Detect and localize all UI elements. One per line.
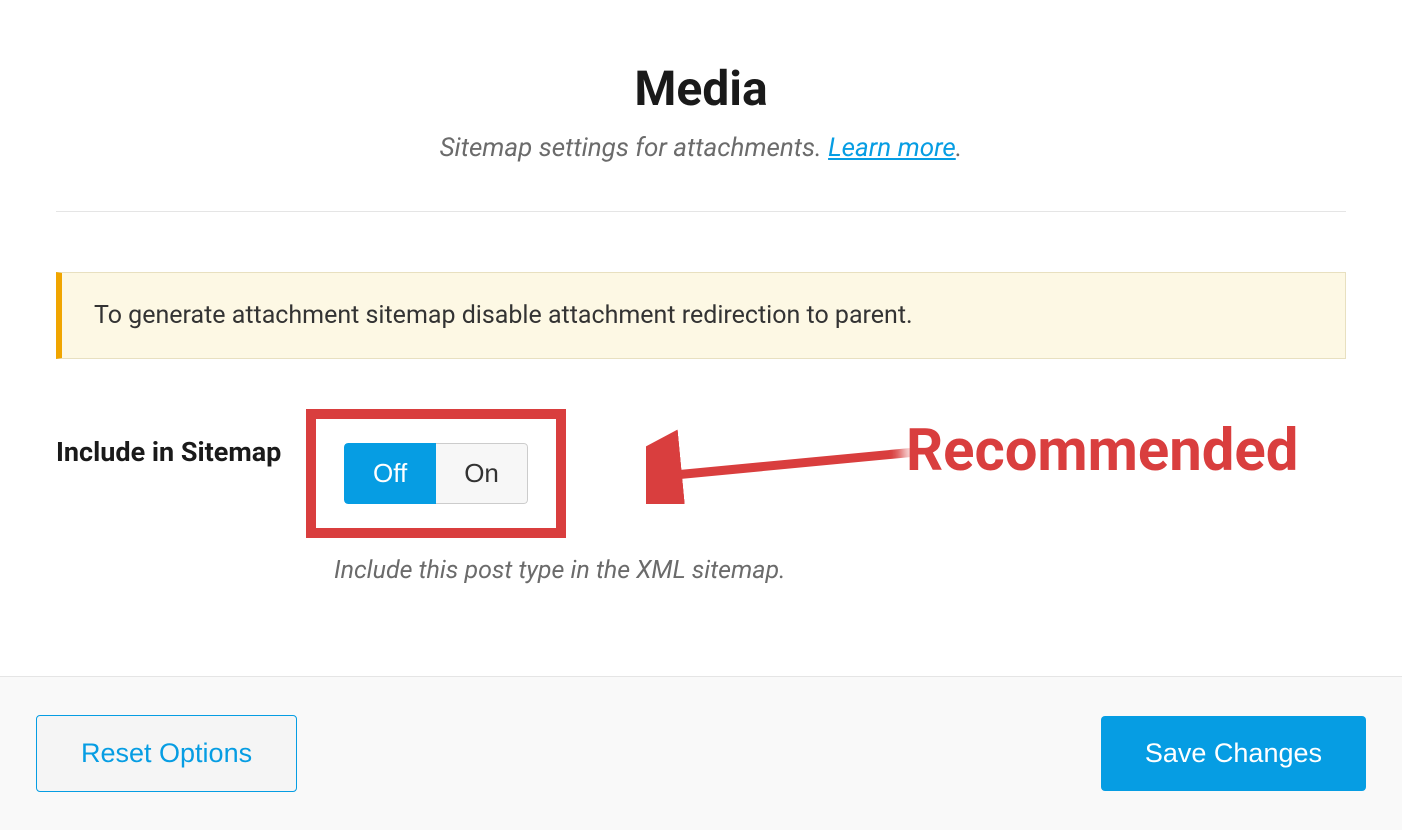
toggle-on-button[interactable]: On	[436, 443, 528, 504]
annotation-text: Recommended	[906, 417, 1298, 485]
setting-help-text: Include this post type in the XML sitema…	[334, 556, 1346, 585]
page-header: Media Sitemap settings for attachments. …	[56, 60, 1346, 163]
include-sitemap-setting: Include in Sitemap Off On Recommended I	[56, 409, 1346, 585]
page-subtitle: Sitemap settings for attachments. Learn …	[56, 133, 1346, 163]
annotation-highlight-box: Off On	[306, 409, 566, 538]
annotation-callout: Recommended	[906, 417, 1298, 485]
page-title: Media	[56, 60, 1346, 117]
footer-actions: Reset Options Save Changes	[0, 676, 1402, 830]
setting-label: Include in Sitemap	[56, 409, 306, 470]
reset-options-button[interactable]: Reset Options	[36, 715, 297, 792]
subtitle-suffix: .	[956, 133, 963, 163]
subtitle-text: Sitemap settings for attachments.	[440, 133, 828, 163]
toggle-group: Off On	[344, 443, 528, 504]
setting-control: Off On Recommended Include this post typ…	[306, 409, 1346, 585]
warning-notice: To generate attachment sitemap disable a…	[56, 272, 1346, 359]
toggle-off-button[interactable]: Off	[344, 443, 436, 504]
header-divider	[56, 211, 1346, 212]
notice-text: To generate attachment sitemap disable a…	[94, 301, 913, 330]
save-changes-button[interactable]: Save Changes	[1101, 716, 1366, 791]
annotation-arrow-icon	[646, 424, 926, 504]
learn-more-link[interactable]: Learn more	[828, 133, 956, 163]
